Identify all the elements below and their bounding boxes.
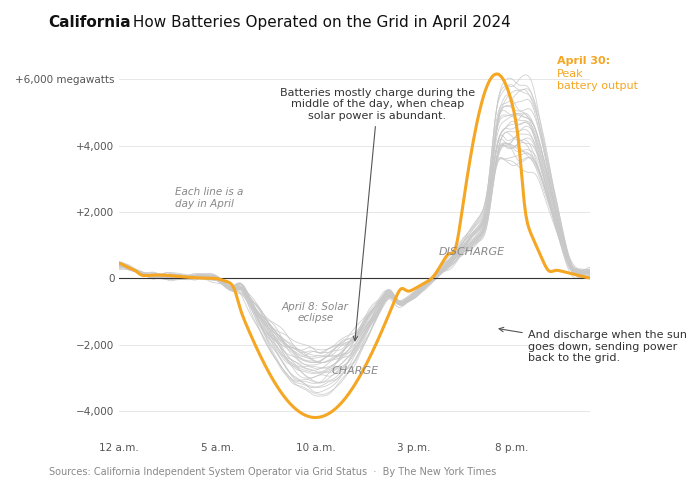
Text: Sources: California Independent System Operator via Grid Status  ·  By The New Y: Sources: California Independent System O… [49, 467, 495, 477]
Text: Peak
battery output: Peak battery output [557, 69, 638, 91]
Text: California: California [49, 15, 131, 30]
Text: DISCHARGE: DISCHARGE [439, 247, 505, 257]
Text: How Batteries Operated on the Grid in April 2024: How Batteries Operated on the Grid in Ap… [128, 15, 511, 30]
Text: Each line is a
day in April: Each line is a day in April [175, 187, 243, 208]
Text: Batteries mostly charge during the
middle of the day, when cheap
solar power is : Batteries mostly charge during the middl… [280, 88, 475, 341]
Text: And discharge when the sun
goes down, sending power
back to the grid.: And discharge when the sun goes down, se… [499, 327, 687, 363]
Text: CHARGE: CHARGE [331, 366, 378, 376]
Text: April 8: Solar
eclipse: April 8: Solar eclipse [282, 301, 349, 323]
Text: April 30:: April 30: [557, 56, 611, 66]
